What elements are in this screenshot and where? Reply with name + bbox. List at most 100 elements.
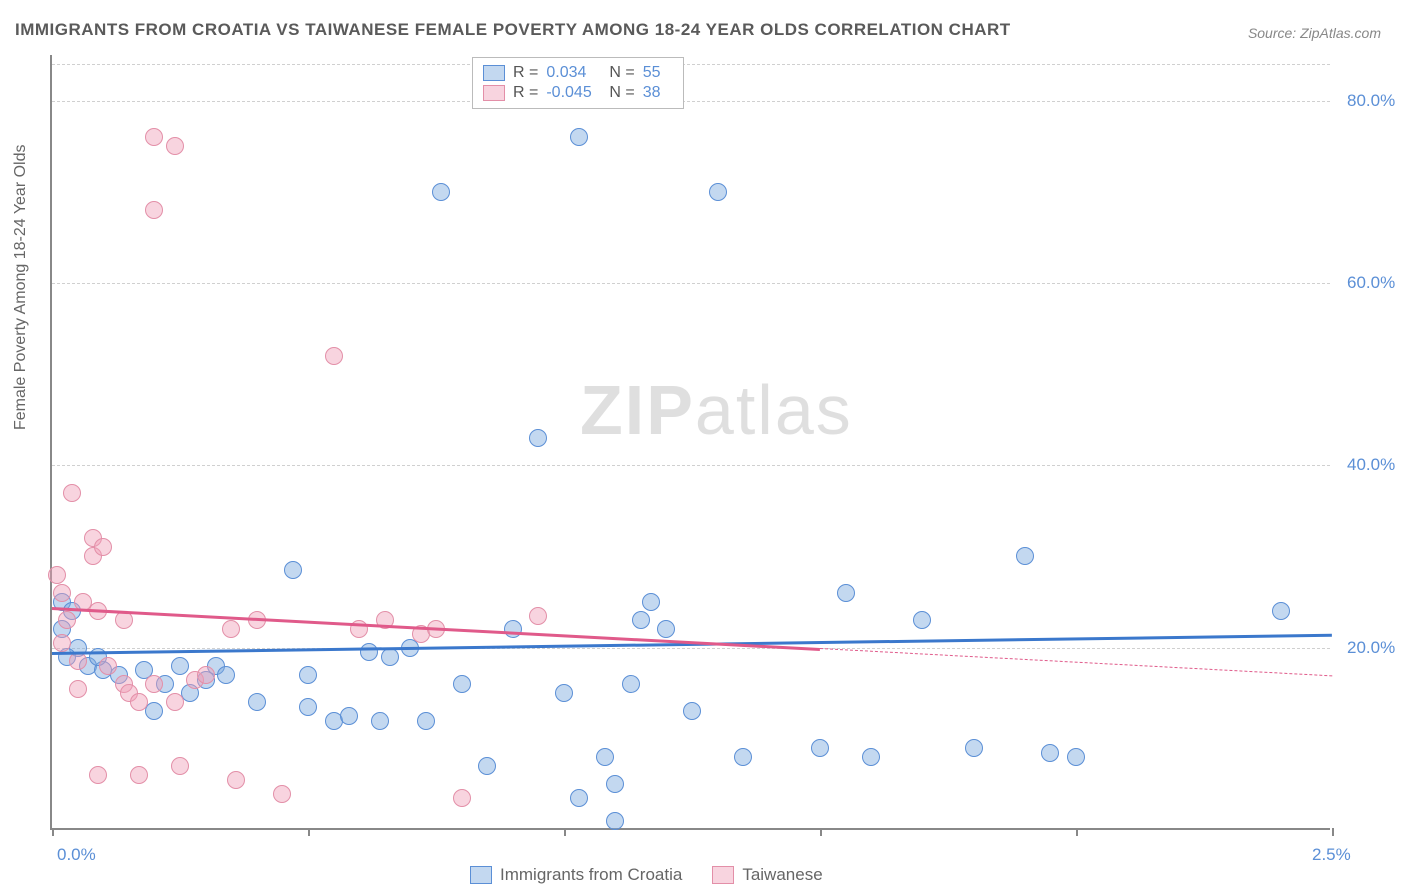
y-tick-label: 40.0% bbox=[1347, 455, 1395, 475]
y-axis-title: Female Poverty Among 18-24 Year Olds bbox=[12, 145, 30, 431]
data-point bbox=[58, 611, 76, 629]
data-point bbox=[197, 666, 215, 684]
data-point bbox=[166, 693, 184, 711]
plot-area: 20.0%40.0%60.0%80.0%0.0%2.5%R = 0.034N =… bbox=[50, 55, 1330, 830]
data-point bbox=[145, 201, 163, 219]
data-point bbox=[432, 183, 450, 201]
data-point bbox=[913, 611, 931, 629]
x-tick-label: 0.0% bbox=[57, 845, 96, 865]
data-point bbox=[381, 648, 399, 666]
data-point bbox=[504, 620, 522, 638]
data-point bbox=[171, 657, 189, 675]
n-label: N = bbox=[609, 64, 634, 82]
data-point bbox=[606, 775, 624, 793]
data-point bbox=[606, 812, 624, 830]
trend-line bbox=[52, 634, 1332, 655]
data-point bbox=[53, 634, 71, 652]
r-value: 0.034 bbox=[546, 64, 601, 82]
r-label: R = bbox=[513, 64, 538, 82]
data-point bbox=[299, 698, 317, 716]
y-tick-label: 20.0% bbox=[1347, 638, 1395, 658]
data-point bbox=[709, 183, 727, 201]
data-point bbox=[1272, 602, 1290, 620]
data-point bbox=[570, 128, 588, 146]
data-point bbox=[130, 693, 148, 711]
data-point bbox=[371, 712, 389, 730]
trend-line bbox=[52, 607, 820, 651]
stats-row: R = -0.045 N = 38 bbox=[483, 84, 673, 102]
data-point bbox=[48, 566, 66, 584]
chart-title: IMMIGRANTS FROM CROATIA VS TAIWANESE FEM… bbox=[15, 20, 1011, 40]
data-point bbox=[69, 652, 87, 670]
gridline bbox=[52, 64, 1330, 65]
data-point bbox=[632, 611, 650, 629]
data-point bbox=[360, 643, 378, 661]
x-tick bbox=[52, 828, 54, 836]
data-point bbox=[248, 693, 266, 711]
data-point bbox=[596, 748, 614, 766]
data-point bbox=[529, 607, 547, 625]
gridline bbox=[52, 465, 1330, 466]
data-point bbox=[63, 484, 81, 502]
legend-label: Immigrants from Croatia bbox=[500, 865, 682, 885]
data-point bbox=[284, 561, 302, 579]
data-point bbox=[222, 620, 240, 638]
data-point bbox=[683, 702, 701, 720]
n-value: 38 bbox=[643, 84, 673, 102]
x-tick bbox=[308, 828, 310, 836]
data-point bbox=[478, 757, 496, 775]
data-point bbox=[89, 766, 107, 784]
x-tick bbox=[564, 828, 566, 836]
data-point bbox=[1067, 748, 1085, 766]
data-point bbox=[217, 666, 235, 684]
source-attribution: Source: ZipAtlas.com bbox=[1248, 25, 1381, 41]
legend-swatch bbox=[483, 65, 505, 81]
data-point bbox=[965, 739, 983, 757]
legend-item: Taiwanese bbox=[712, 865, 822, 885]
data-point bbox=[657, 620, 675, 638]
legend-item: Immigrants from Croatia bbox=[470, 865, 682, 885]
data-point bbox=[622, 675, 640, 693]
data-point bbox=[299, 666, 317, 684]
gridline bbox=[52, 101, 1330, 102]
data-point bbox=[453, 789, 471, 807]
data-point bbox=[53, 584, 71, 602]
r-label: R = bbox=[513, 84, 538, 102]
trend-line-extrapolated bbox=[820, 648, 1332, 676]
legend-label: Taiwanese bbox=[742, 865, 822, 885]
data-point bbox=[166, 137, 184, 155]
data-point bbox=[130, 766, 148, 784]
y-tick-label: 60.0% bbox=[1347, 273, 1395, 293]
data-point bbox=[227, 771, 245, 789]
data-point bbox=[69, 680, 87, 698]
bottom-legend: Immigrants from Croatia Taiwanese bbox=[470, 865, 823, 885]
n-label: N = bbox=[609, 84, 634, 102]
data-point bbox=[145, 702, 163, 720]
data-point bbox=[171, 757, 189, 775]
data-point bbox=[1016, 547, 1034, 565]
x-tick-label: 2.5% bbox=[1312, 845, 1351, 865]
data-point bbox=[145, 675, 163, 693]
data-point bbox=[94, 538, 112, 556]
data-point bbox=[811, 739, 829, 757]
y-tick-label: 80.0% bbox=[1347, 91, 1395, 111]
gridline bbox=[52, 283, 1330, 284]
data-point bbox=[453, 675, 471, 693]
data-point bbox=[1041, 744, 1059, 762]
x-tick bbox=[1332, 828, 1334, 836]
data-point bbox=[340, 707, 358, 725]
data-point bbox=[417, 712, 435, 730]
legend-swatch bbox=[712, 866, 734, 884]
legend-swatch bbox=[470, 866, 492, 884]
x-tick bbox=[820, 828, 822, 836]
data-point bbox=[570, 789, 588, 807]
data-point bbox=[99, 657, 117, 675]
x-tick bbox=[1076, 828, 1078, 836]
data-point bbox=[555, 684, 573, 702]
r-value: -0.045 bbox=[546, 84, 601, 102]
stats-row: R = 0.034 N = 55 bbox=[483, 64, 673, 82]
data-point bbox=[115, 611, 133, 629]
data-point bbox=[145, 128, 163, 146]
n-value: 55 bbox=[643, 64, 673, 82]
data-point bbox=[642, 593, 660, 611]
